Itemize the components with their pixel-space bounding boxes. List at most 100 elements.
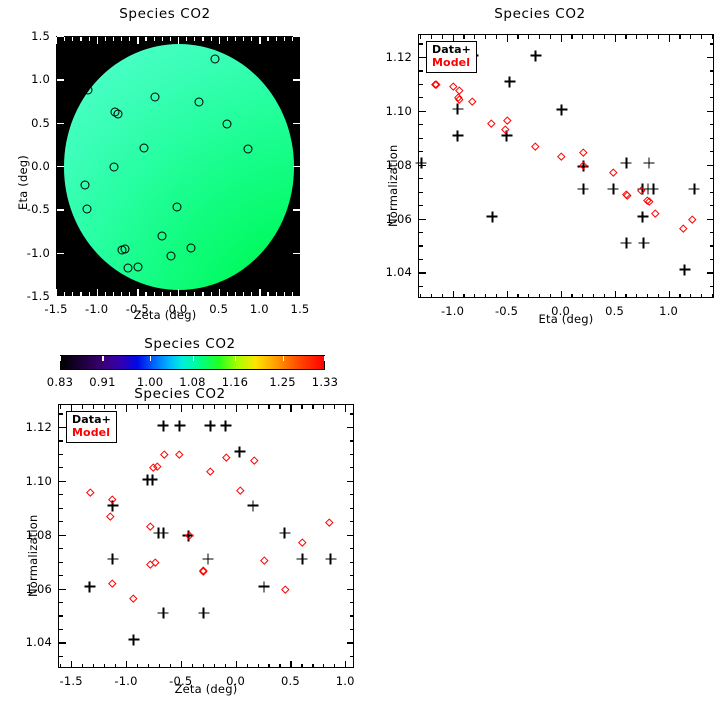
data-plus-marker (84, 581, 96, 593)
colorbar-tick-label: 0.83 (46, 375, 74, 389)
ytick-major (419, 218, 426, 220)
ytick-minor (350, 453, 354, 456)
ytick-minor (419, 151, 423, 153)
model-diamond-marker (175, 450, 184, 459)
xtick-minor (528, 294, 530, 298)
ytick-label: 1.06 (25, 581, 52, 596)
xtick-label: -0.5 (169, 674, 193, 688)
ytick-label: -0.5 (26, 202, 50, 217)
xtick-minor (136, 664, 139, 668)
ytick-label: 1.12 (385, 49, 412, 64)
xtick-minor (251, 37, 253, 41)
disk-position-marker (82, 204, 92, 214)
ytick-minor (59, 575, 63, 577)
data-plus-marker (234, 446, 246, 458)
data-plus-marker (620, 237, 632, 249)
xtick-major (235, 405, 237, 412)
ytick-minor (350, 521, 354, 523)
ytick-major (59, 642, 66, 644)
data-plus-marker (504, 76, 516, 88)
model-diamond-marker (106, 512, 115, 521)
xtick-minor (334, 664, 336, 668)
model-diamond-marker (454, 94, 463, 103)
data-plus-marker (637, 211, 649, 223)
data-plus-marker (688, 183, 700, 195)
xtick-minor (161, 37, 163, 41)
xtick-minor (145, 292, 147, 296)
xtick-minor (136, 405, 139, 409)
ytick-major (419, 164, 426, 166)
ytick-minor (419, 178, 423, 180)
disk-position-marker (133, 262, 143, 272)
xtick-minor (463, 35, 465, 39)
xtick-minor (582, 294, 584, 298)
data-plus-marker (638, 237, 650, 249)
ytick-major (57, 36, 64, 38)
ytick-minor (59, 440, 63, 442)
legend-data-label: Data (432, 43, 462, 56)
panel-zeta-xlabel: Zeta (deg) (174, 682, 238, 696)
ytick-label: 0.5 (31, 115, 50, 130)
xtick-minor (420, 35, 422, 39)
xtick-minor (657, 35, 659, 39)
ytick-minor (350, 575, 354, 577)
xtick-minor (474, 294, 476, 298)
data-plus-marker (325, 553, 337, 565)
disk-position-marker (109, 162, 119, 172)
ytick-label: 1.04 (385, 265, 412, 280)
ytick-label: 1.10 (385, 103, 412, 118)
ytick-major (707, 218, 714, 220)
xtick-minor (191, 405, 193, 409)
ytick-label: 0.0 (31, 159, 50, 173)
data-plus-marker (452, 130, 464, 142)
ytick-minor (710, 124, 714, 126)
xtick-minor (625, 294, 627, 298)
xtick-minor (257, 405, 259, 409)
xtick-major (300, 37, 302, 44)
xtick-minor (246, 664, 248, 668)
legend-data-row: Data+ (72, 413, 111, 427)
data-plus-marker (157, 527, 169, 539)
xtick-minor (153, 37, 155, 41)
panel-eta-xlabel: Eta (deg) (538, 312, 594, 326)
xtick-major (345, 661, 347, 668)
model-diamond-marker (579, 148, 588, 157)
xtick-minor (441, 294, 443, 298)
xtick-label: -1.0 (440, 304, 465, 318)
ytick-minor (710, 245, 714, 247)
ytick-label: 1.12 (25, 419, 52, 434)
xtick-major (178, 289, 180, 296)
legend-model-label: Model (72, 425, 111, 439)
panel-zeta-ylabel: Normalization (26, 514, 40, 597)
xtick-minor (463, 294, 465, 298)
data-plus-marker (647, 183, 659, 195)
xtick-minor (234, 292, 237, 296)
xtick-minor (93, 405, 95, 409)
disk-position-marker (80, 180, 90, 190)
ytick-minor (419, 97, 423, 99)
ytick-minor (350, 628, 354, 631)
xtick-major (259, 289, 261, 296)
ytick-minor (419, 43, 423, 45)
xtick-minor (283, 292, 285, 296)
model-diamond-marker (503, 115, 512, 124)
ytick-major (59, 480, 66, 482)
ytick-minor (710, 178, 714, 180)
xtick-minor (88, 292, 90, 296)
colorbar-tick (102, 356, 104, 361)
colorbar-title: Species CO2 (144, 336, 236, 352)
data-plus-marker (679, 264, 691, 276)
xtick-minor (226, 37, 228, 41)
disk-position-marker (66, 217, 76, 227)
xtick-major (668, 291, 670, 298)
xtick-minor (88, 37, 90, 41)
xtick-minor (72, 292, 74, 296)
model-diamond-marker (185, 531, 194, 540)
xtick-minor (517, 35, 519, 39)
colorbar-tick (192, 356, 194, 361)
ytick-label: -1.0 (26, 245, 50, 260)
panel-zeta-plot-area: Data+ Model (58, 404, 354, 668)
ytick-minor (350, 615, 354, 617)
xtick-minor (301, 664, 303, 668)
panel-normalization-vs-zeta: Species CO2 Data+ Model -1.5 -1.0 -0.5 0.0 0… (0, 382, 360, 720)
